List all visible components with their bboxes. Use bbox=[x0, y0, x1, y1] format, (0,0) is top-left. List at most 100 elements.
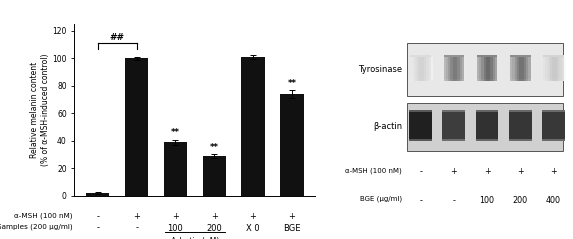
Bar bbox=[410, 57, 431, 60]
Bar bbox=[410, 55, 431, 57]
Bar bbox=[442, 123, 465, 125]
Bar bbox=[509, 110, 532, 112]
Bar bbox=[280, 94, 304, 196]
Bar bbox=[509, 125, 532, 128]
Bar bbox=[410, 74, 431, 77]
Bar bbox=[509, 116, 532, 119]
Bar bbox=[442, 132, 465, 134]
Bar bbox=[543, 70, 564, 73]
Bar bbox=[442, 134, 465, 137]
Bar bbox=[409, 110, 432, 112]
Bar bbox=[477, 79, 497, 81]
Bar bbox=[542, 121, 565, 123]
Text: 200: 200 bbox=[513, 196, 528, 205]
Text: 400: 400 bbox=[546, 196, 561, 205]
Bar bbox=[550, 57, 552, 81]
Bar bbox=[509, 136, 532, 139]
Bar bbox=[509, 127, 532, 130]
Bar bbox=[476, 127, 499, 130]
Text: +: + bbox=[211, 212, 218, 222]
Bar bbox=[557, 57, 559, 81]
Bar bbox=[543, 72, 564, 75]
Bar bbox=[476, 121, 499, 123]
Bar bbox=[444, 61, 464, 64]
Bar bbox=[410, 63, 431, 66]
Bar bbox=[477, 57, 497, 60]
Bar bbox=[409, 127, 432, 130]
Bar bbox=[444, 65, 464, 68]
Bar bbox=[415, 57, 417, 81]
Bar bbox=[409, 134, 432, 137]
Bar bbox=[484, 57, 486, 81]
Text: **: ** bbox=[171, 129, 180, 137]
Bar bbox=[531, 57, 533, 81]
Bar bbox=[444, 68, 464, 71]
Text: +: + bbox=[172, 212, 179, 222]
Bar bbox=[526, 57, 528, 81]
Bar bbox=[477, 70, 497, 73]
Bar bbox=[545, 57, 548, 81]
Bar bbox=[125, 58, 148, 196]
Bar bbox=[510, 79, 531, 81]
Bar bbox=[510, 65, 531, 68]
Text: Samples (200 μg/ml): Samples (200 μg/ml) bbox=[0, 223, 73, 230]
Bar bbox=[542, 127, 565, 130]
Bar bbox=[409, 132, 432, 134]
Bar bbox=[510, 63, 531, 66]
Text: -: - bbox=[96, 212, 99, 222]
Bar bbox=[477, 65, 497, 68]
Bar bbox=[442, 138, 465, 141]
Text: +: + bbox=[450, 167, 457, 176]
Bar bbox=[417, 57, 419, 81]
Bar bbox=[462, 57, 464, 81]
Bar bbox=[457, 57, 460, 81]
Text: X 0: X 0 bbox=[246, 223, 260, 233]
Bar bbox=[410, 76, 431, 79]
Bar bbox=[510, 76, 531, 79]
Bar bbox=[409, 121, 432, 123]
Text: Arbutin (μM): Arbutin (μM) bbox=[171, 237, 219, 239]
Bar bbox=[413, 57, 415, 81]
Bar bbox=[86, 193, 109, 196]
Bar bbox=[476, 114, 499, 117]
Bar bbox=[409, 125, 432, 128]
Bar bbox=[422, 57, 424, 81]
Bar bbox=[409, 116, 432, 119]
Y-axis label: Relative melanin content
(% of α-MSH-induced control): Relative melanin content (% of α-MSH-ind… bbox=[30, 54, 50, 166]
Bar bbox=[476, 112, 499, 114]
Bar bbox=[542, 132, 565, 134]
Bar bbox=[543, 57, 564, 60]
Bar bbox=[477, 63, 497, 66]
Bar bbox=[409, 119, 432, 121]
Bar bbox=[543, 59, 564, 62]
Bar bbox=[442, 121, 465, 123]
Bar bbox=[510, 57, 531, 60]
Bar bbox=[542, 112, 565, 114]
Bar bbox=[476, 134, 499, 137]
Bar bbox=[562, 57, 564, 81]
Bar bbox=[481, 57, 484, 81]
Bar bbox=[442, 130, 465, 132]
Text: 200: 200 bbox=[206, 223, 222, 233]
Bar bbox=[407, 43, 563, 96]
Bar bbox=[442, 127, 465, 130]
Bar bbox=[559, 57, 562, 81]
Bar bbox=[446, 57, 448, 81]
Bar bbox=[543, 55, 564, 57]
Bar bbox=[509, 114, 532, 117]
Bar bbox=[542, 138, 565, 141]
Bar bbox=[552, 57, 555, 81]
Text: BGE (μg/ml): BGE (μg/ml) bbox=[360, 196, 402, 202]
Bar bbox=[542, 125, 565, 128]
Bar bbox=[409, 112, 432, 114]
Text: BGE: BGE bbox=[283, 223, 301, 233]
Bar bbox=[542, 116, 565, 119]
Bar bbox=[477, 74, 497, 77]
Bar bbox=[409, 123, 432, 125]
Bar bbox=[476, 116, 499, 119]
Bar bbox=[444, 57, 446, 81]
Bar bbox=[509, 138, 532, 141]
Bar bbox=[477, 61, 497, 64]
Text: α-MSH (100 nM): α-MSH (100 nM) bbox=[14, 212, 73, 219]
Bar bbox=[542, 130, 565, 132]
